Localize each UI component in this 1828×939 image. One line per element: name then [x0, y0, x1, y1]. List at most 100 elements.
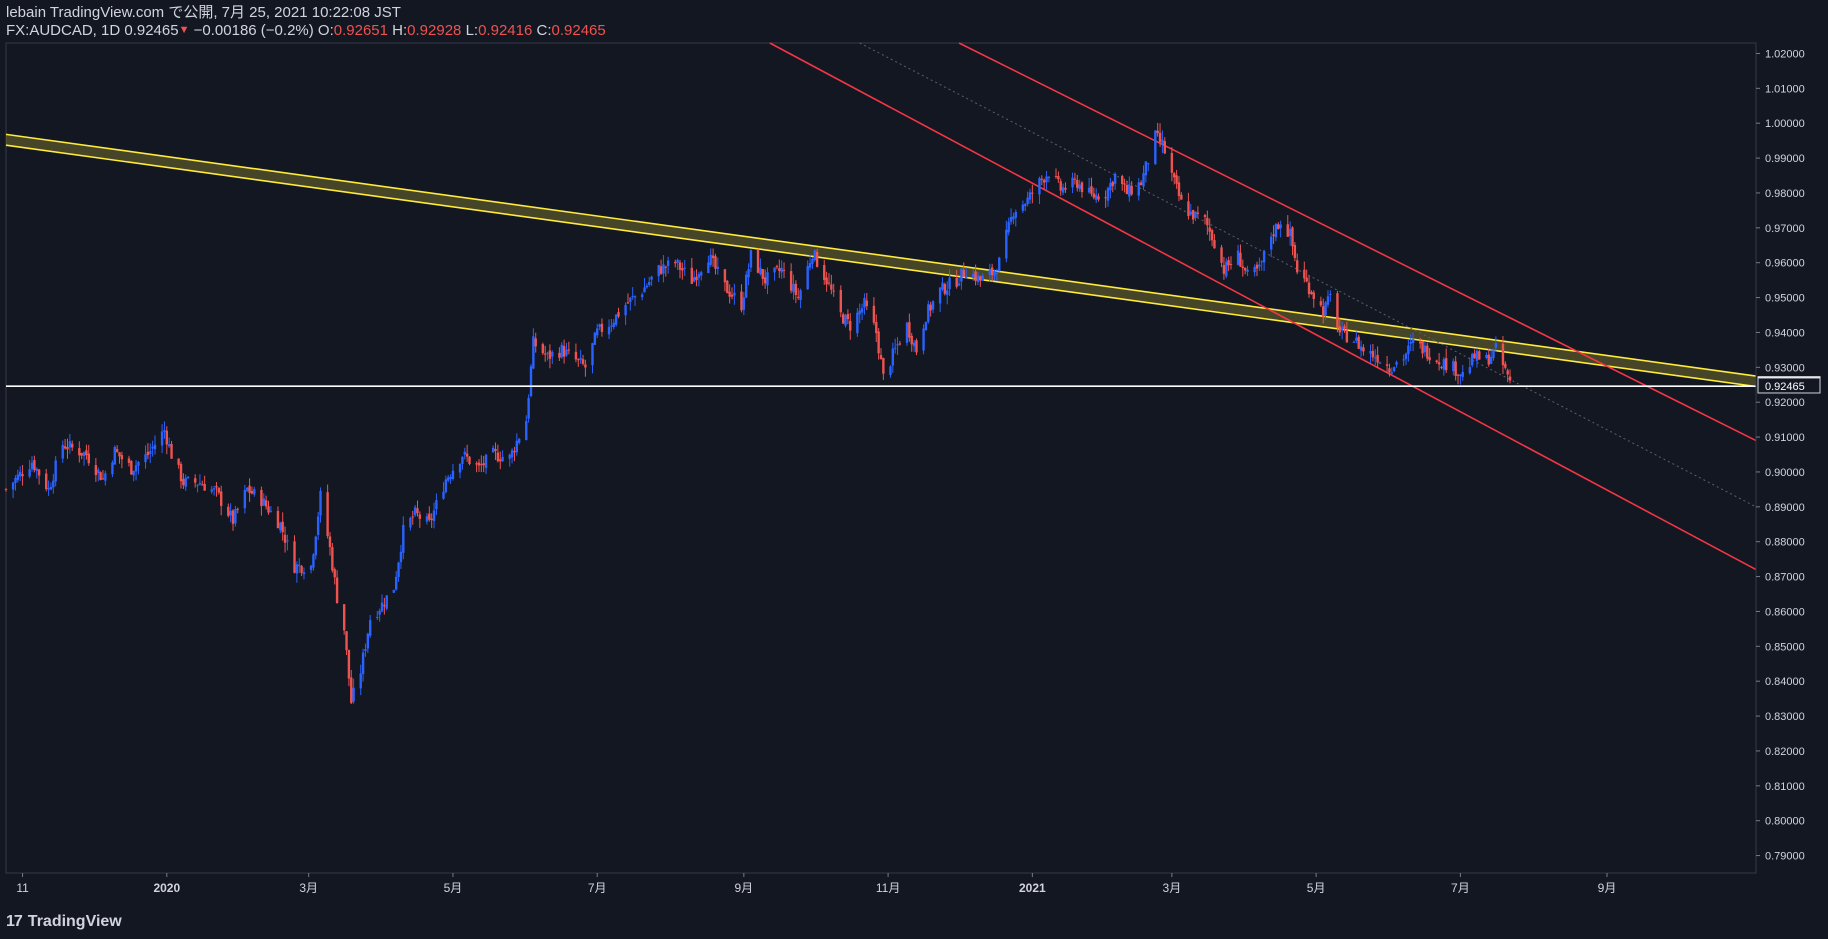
candle	[591, 342, 594, 374]
candle	[11, 481, 15, 499]
candle-body	[844, 314, 847, 326]
candle-body	[1445, 358, 1448, 371]
price-tick-label: 1.01000	[1765, 83, 1805, 95]
candle	[1445, 348, 1448, 374]
candle	[444, 475, 448, 494]
candle-body	[1504, 363, 1507, 368]
candle	[1109, 177, 1112, 199]
candle-body	[418, 514, 422, 519]
candle	[1494, 336, 1498, 352]
candle	[912, 339, 916, 352]
candle-body	[1421, 341, 1424, 354]
candle-body	[1130, 185, 1133, 195]
candle-body	[411, 516, 414, 518]
candle-body	[1296, 260, 1299, 273]
candle-body	[368, 620, 372, 636]
candle-body	[68, 441, 72, 448]
candle	[352, 678, 355, 704]
candle-body	[681, 268, 684, 271]
candle	[1104, 190, 1107, 208]
candle	[1005, 220, 1008, 263]
candle	[716, 257, 720, 275]
candle-body	[674, 261, 677, 264]
candle-body	[302, 572, 306, 575]
price-tick-label: 0.84000	[1765, 676, 1805, 688]
time-tick-label: 2020	[153, 881, 180, 895]
candle-body	[1492, 348, 1495, 358]
candle-body	[347, 649, 351, 679]
candle	[827, 273, 831, 286]
candle-body	[1478, 351, 1481, 360]
candle-body	[1142, 173, 1145, 187]
candle-body	[1121, 176, 1124, 185]
candle	[1225, 258, 1228, 279]
candle	[335, 570, 339, 604]
candle-body	[458, 463, 462, 473]
candle	[709, 248, 712, 267]
candle-body	[1355, 337, 1358, 341]
candle-body	[1210, 230, 1214, 241]
candle	[1286, 215, 1289, 237]
candle-body	[1508, 376, 1512, 381]
candle-body	[875, 321, 878, 334]
candle-body	[118, 452, 121, 457]
candle-body	[574, 351, 578, 360]
candle	[1329, 290, 1332, 302]
price-axis[interactable]: 1.02000 1.01000 1.00000 0.99000 0.98000 0.970…	[1755, 43, 1821, 873]
candle	[565, 342, 568, 357]
candle	[37, 468, 41, 485]
candle-body	[612, 322, 615, 327]
candle-body	[1336, 293, 1339, 329]
candle	[484, 453, 488, 475]
candle	[458, 463, 462, 479]
candle-body	[648, 281, 651, 285]
candle-body	[283, 534, 287, 543]
symbol-label[interactable]: FX:AUDCAD, 1D	[6, 22, 121, 39]
time-axis[interactable]: 11 2020 3月 5月 7月 9月 11月 2021 3月 5月 7月 9月	[16, 873, 1616, 895]
candle	[1144, 161, 1148, 183]
time-tick-label: 3月	[1163, 881, 1182, 895]
candle	[938, 287, 942, 313]
candle	[342, 604, 346, 635]
candle-body	[1326, 296, 1330, 305]
candle-body	[395, 576, 398, 590]
candle	[1418, 337, 1422, 349]
candle-body	[709, 254, 712, 265]
candle	[1501, 336, 1505, 375]
candle	[974, 264, 977, 286]
candle-body	[915, 340, 918, 353]
candle-body	[560, 344, 563, 358]
candle	[645, 283, 649, 289]
price-tick-label: 0.85000	[1765, 641, 1805, 653]
candle	[1203, 213, 1207, 225]
candle	[775, 264, 779, 270]
time-tick-label: 11	[16, 881, 29, 895]
candle	[1123, 178, 1126, 193]
candle-body	[938, 287, 942, 304]
candle	[1007, 217, 1010, 236]
candle-body	[891, 348, 895, 366]
candle	[361, 648, 365, 682]
candle-body	[1071, 177, 1074, 188]
candle-body	[1196, 212, 1200, 214]
tradingview-brand[interactable]: 17 TradingView	[6, 913, 122, 931]
candle	[262, 493, 265, 507]
candle-body	[182, 479, 185, 486]
candle-body	[1156, 130, 1159, 134]
candle	[127, 455, 131, 467]
candle	[898, 340, 902, 346]
high-label: H:	[392, 22, 408, 39]
candle	[905, 321, 909, 346]
candle	[442, 482, 445, 500]
candle-body	[974, 271, 977, 282]
candle-body	[714, 256, 717, 269]
candle-body	[432, 510, 436, 522]
candle-body	[1111, 181, 1114, 187]
candle	[430, 513, 433, 528]
candle	[99, 471, 102, 481]
candle	[1028, 188, 1032, 204]
candle	[860, 303, 864, 321]
candle-body	[1087, 187, 1091, 193]
candle	[730, 287, 734, 300]
